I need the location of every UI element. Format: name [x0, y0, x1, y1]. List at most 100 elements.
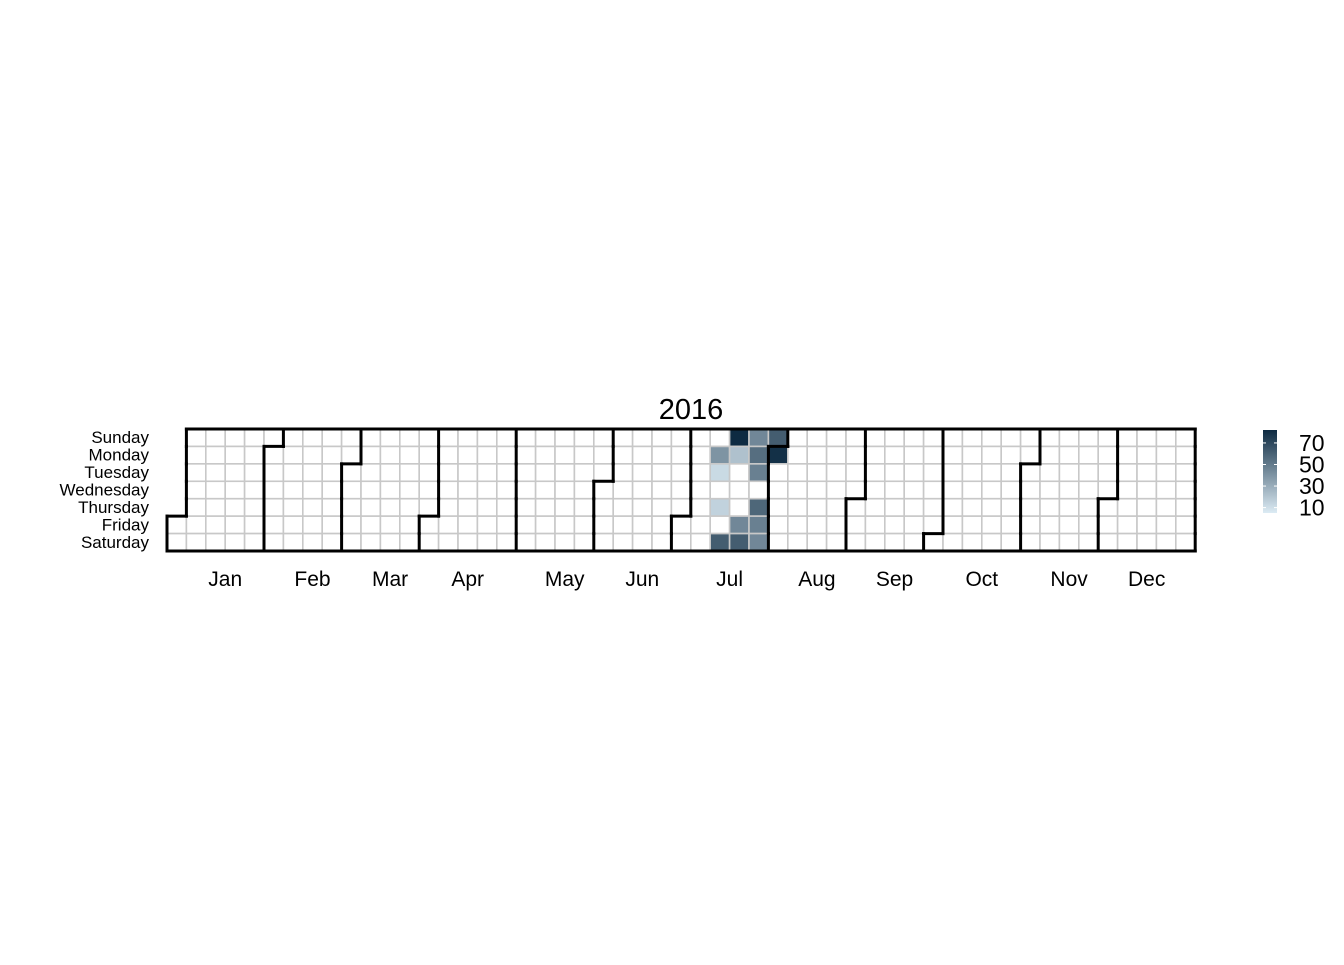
day-cell [418, 532, 440, 552]
day-cell [263, 532, 285, 552]
day-cell [922, 532, 944, 552]
day-cell [457, 515, 479, 535]
day-cell [786, 428, 808, 448]
day-cell [728, 515, 750, 535]
day-cell [495, 428, 517, 448]
day-cell [1097, 532, 1119, 552]
day-cells [166, 428, 1197, 552]
day-cell [883, 497, 905, 517]
day-cell [534, 497, 556, 517]
day-cell [689, 497, 711, 517]
day-cell [767, 497, 789, 517]
month-label: Feb [294, 568, 330, 591]
day-cell [437, 445, 459, 465]
day-cell [651, 515, 673, 535]
day-cell [1155, 480, 1177, 500]
day-cell [437, 463, 459, 483]
day-cell [534, 480, 556, 500]
day-cell [806, 463, 828, 483]
day-cell [1097, 515, 1119, 535]
day-cell [1058, 515, 1080, 535]
day-cell [980, 497, 1002, 517]
day-cell [573, 463, 595, 483]
day-cell [845, 532, 867, 552]
day-cell [883, 532, 905, 552]
weekday-label: Friday [102, 515, 150, 534]
day-cell [301, 428, 323, 448]
day-cell [709, 445, 731, 465]
day-cell [689, 463, 711, 483]
day-cell [806, 480, 828, 500]
day-cell [360, 463, 382, 483]
legend-tick-label: 70 [1299, 430, 1325, 456]
day-cell [651, 480, 673, 500]
day-cell [554, 445, 576, 465]
day-cell [185, 515, 207, 535]
day-cell [631, 497, 653, 517]
day-cell [185, 445, 207, 465]
day-cell [651, 428, 673, 448]
day-cell [437, 428, 459, 448]
day-cell [476, 480, 498, 500]
month-label: Jun [625, 568, 659, 591]
day-cell [922, 445, 944, 465]
day-cell [922, 515, 944, 535]
day-cell [418, 428, 440, 448]
day-cell [1136, 532, 1158, 552]
day-cell [709, 480, 731, 500]
day-cell [379, 428, 401, 448]
day-cell [845, 463, 867, 483]
day-cell [1058, 463, 1080, 483]
day-cell [282, 445, 304, 465]
day-cell [903, 497, 925, 517]
day-cell [689, 445, 711, 465]
day-cell [767, 515, 789, 535]
day-cell [825, 515, 847, 535]
weekday-label: Monday [89, 446, 150, 465]
day-cell [728, 445, 750, 465]
day-cell [340, 428, 362, 448]
day-cell [728, 480, 750, 500]
day-cell [185, 480, 207, 500]
day-cell [1136, 445, 1158, 465]
day-cell [709, 428, 731, 448]
day-cell [961, 515, 983, 535]
day-cell [398, 445, 420, 465]
day-cell [786, 515, 808, 535]
day-cell [806, 515, 828, 535]
chart-title: 2016 [659, 394, 724, 426]
day-cell [1039, 515, 1061, 535]
day-cell [205, 480, 227, 500]
day-cell [1116, 480, 1138, 500]
day-cell [767, 428, 789, 448]
day-cell [573, 515, 595, 535]
day-cell [1116, 463, 1138, 483]
day-cell [573, 532, 595, 552]
day-cell [1175, 497, 1197, 517]
day-cell [1039, 428, 1061, 448]
month-label: Nov [1050, 568, 1088, 591]
day-cell [592, 463, 614, 483]
day-cell [340, 515, 362, 535]
day-cell [883, 428, 905, 448]
day-cell [224, 480, 246, 500]
day-cell [767, 480, 789, 500]
day-cell [398, 480, 420, 500]
day-cell [961, 480, 983, 500]
day-cell [592, 480, 614, 500]
month-label: Jan [208, 568, 242, 591]
day-cell [1116, 532, 1138, 552]
day-cell [903, 532, 925, 552]
day-cell [864, 463, 886, 483]
day-cell [340, 497, 362, 517]
day-cell [457, 428, 479, 448]
day-cell [1136, 463, 1158, 483]
day-cell [263, 497, 285, 517]
day-cell [728, 532, 750, 552]
day-cell [670, 532, 692, 552]
day-cell [1019, 480, 1041, 500]
day-cell [205, 497, 227, 517]
day-cell [1155, 463, 1177, 483]
day-cell [1058, 497, 1080, 517]
day-cell [224, 445, 246, 465]
